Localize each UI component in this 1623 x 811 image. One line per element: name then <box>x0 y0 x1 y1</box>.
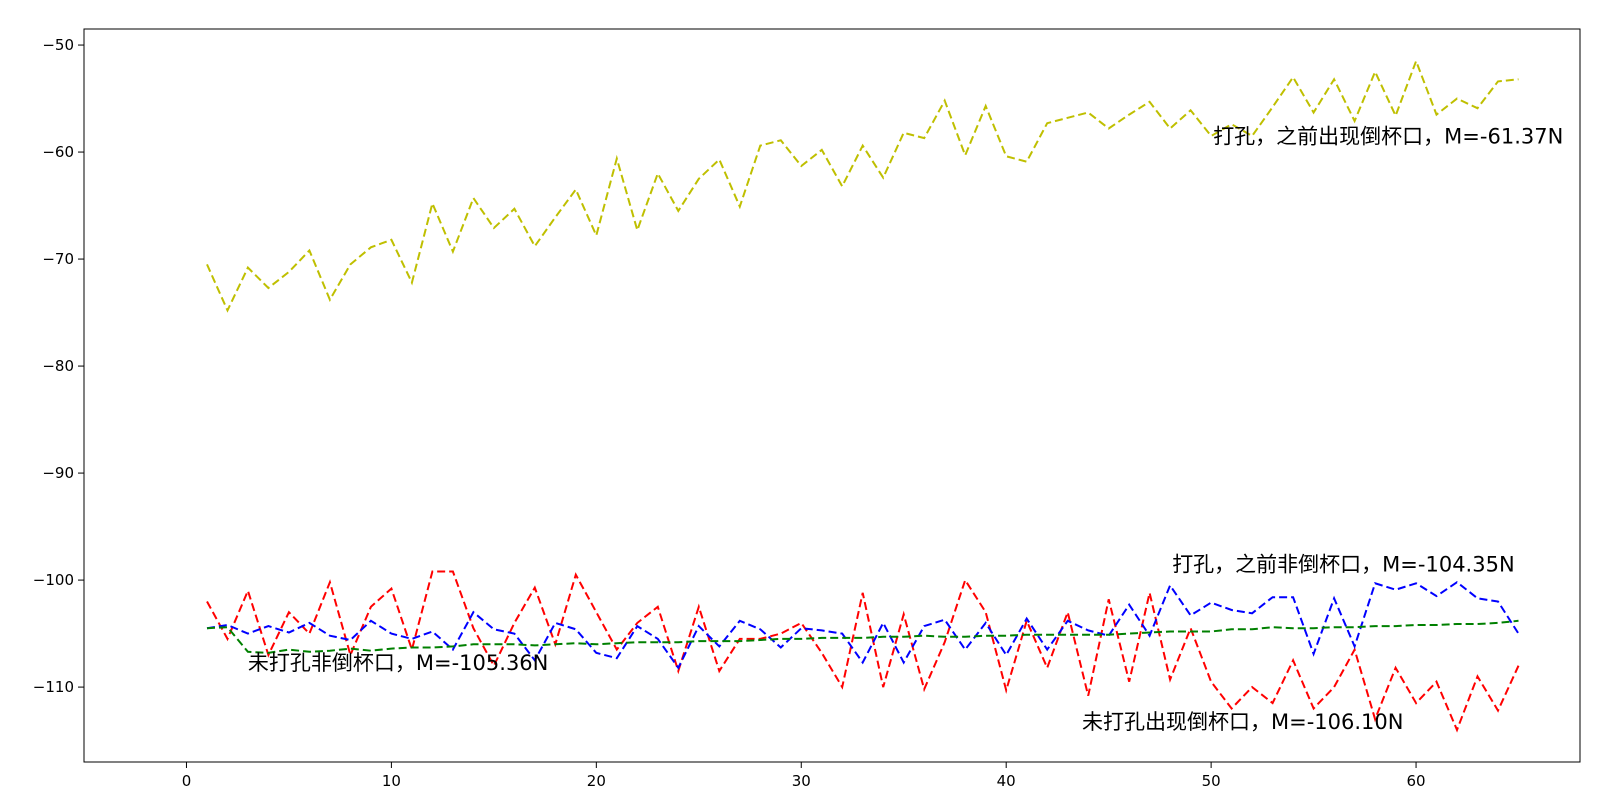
annotation-label: 打孔，之前非倒杯口，M=-104.35N <box>1172 553 1514 577</box>
x-tick-label: 60 <box>1407 772 1426 790</box>
x-tick-label: 10 <box>382 772 401 790</box>
series-line-red <box>206 570 1520 733</box>
y-tick-label: −80 <box>42 357 74 375</box>
series-line-yellow <box>206 58 1519 313</box>
x-tick-label: 50 <box>1202 772 1221 790</box>
y-tick-label: −50 <box>42 36 74 54</box>
annotation-label: 未打孔非倒杯口，M=-105.36N <box>248 651 548 675</box>
x-tick-label: 20 <box>587 772 606 790</box>
y-tick-label: −100 <box>33 571 74 589</box>
series-layer <box>206 58 1520 733</box>
annotation-label: 打孔，之前出现倒杯口，M=-61.37N <box>1213 125 1563 149</box>
tick-layer: 0 10 20 30 40 50 60 −50 −60 −70 −80 −90 −100 −110 <box>33 36 1426 790</box>
y-tick-label: −70 <box>42 250 74 268</box>
y-tick-label: −60 <box>42 143 74 161</box>
y-tick-label: −110 <box>33 678 74 696</box>
x-tick-label: 0 <box>182 772 192 790</box>
x-tick-label: 40 <box>997 772 1016 790</box>
y-tick-label: −90 <box>42 464 74 482</box>
annotation-label: 未打孔出现倒杯口，M=-106.10N <box>1082 710 1403 734</box>
annotation-layer: 打孔，之前出现倒杯口，M=-61.37N 打孔，之前非倒杯口，M=-104.35N… <box>248 125 1563 734</box>
series-line-green <box>206 619 1519 654</box>
plot-frame <box>83 28 1581 763</box>
series-line-blue <box>206 580 1520 670</box>
x-tick-label: 30 <box>792 772 811 790</box>
